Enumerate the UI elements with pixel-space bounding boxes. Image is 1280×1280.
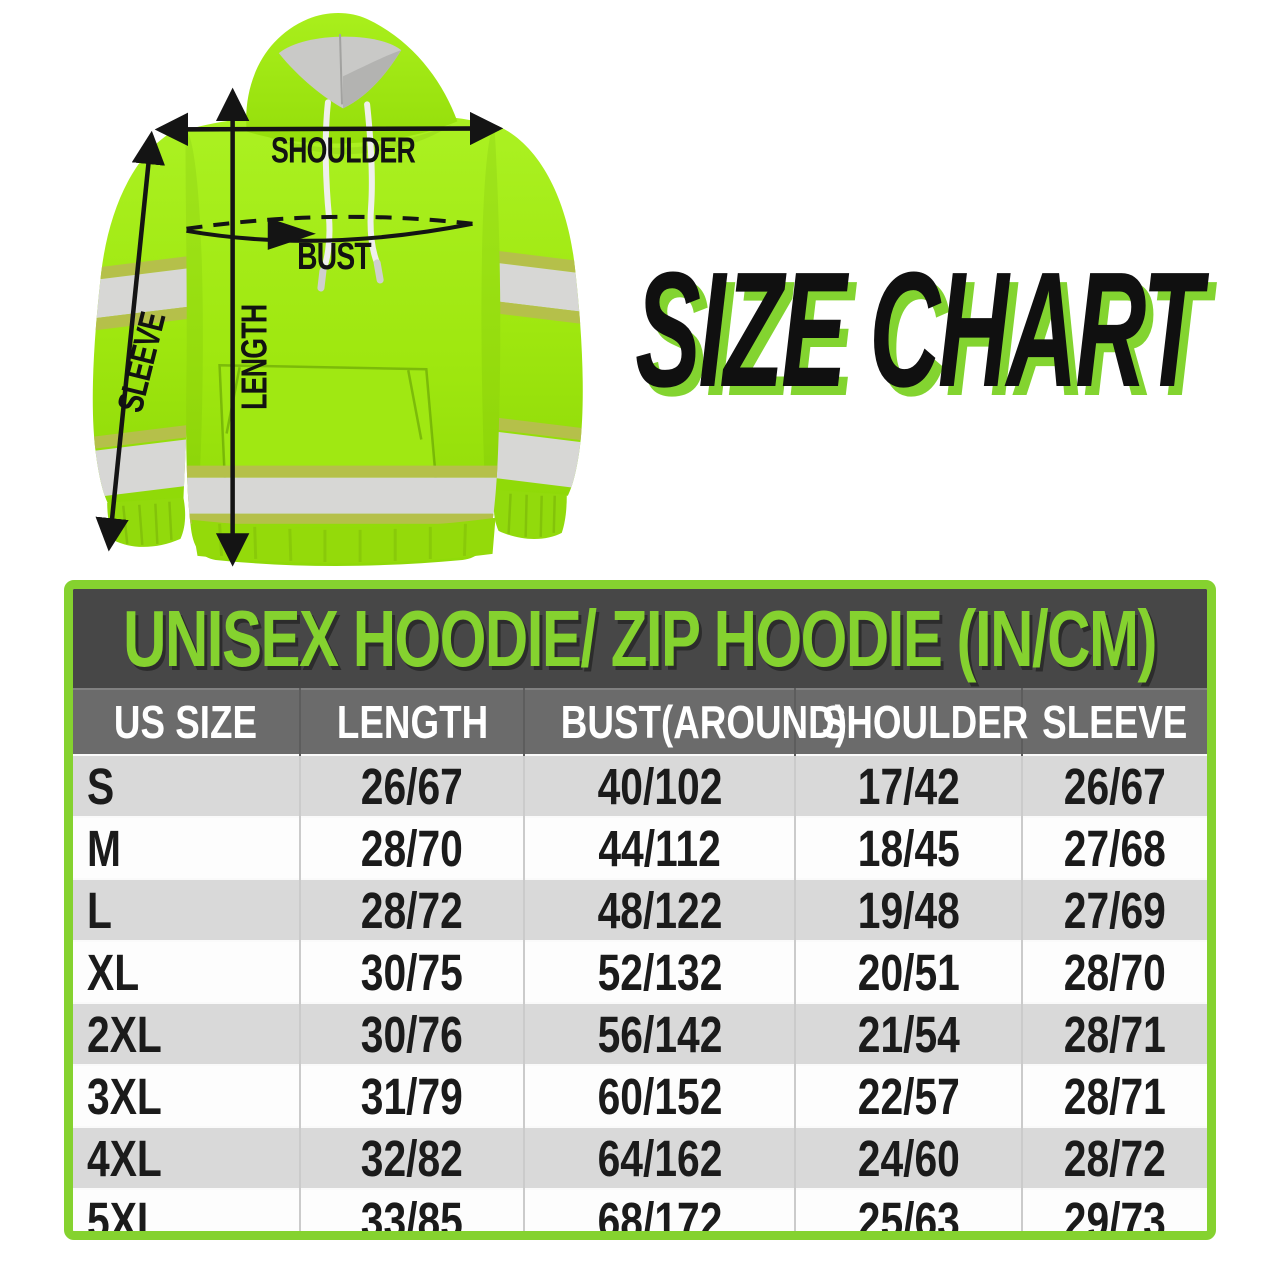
value-cell: 56/142 — [524, 1002, 797, 1065]
value-cell: 26/67 — [1022, 754, 1207, 817]
bust-arrowhead — [267, 217, 316, 250]
value-cell: 31/79 — [299, 1064, 526, 1127]
size-cell: M — [73, 816, 301, 879]
bust-label: BUST — [297, 236, 372, 278]
shoulder-arrow — [154, 111, 504, 147]
value-cell: 28/72 — [299, 878, 526, 941]
value-cell: 18/45 — [795, 816, 1024, 879]
value-cell: 28/70 — [299, 816, 526, 879]
value-cell: 28/71 — [1022, 1002, 1207, 1065]
right-cuff — [493, 489, 567, 540]
length-label: LENGTH — [234, 305, 275, 410]
value-cell: 33/85 — [299, 1188, 526, 1231]
table-row: 2XL 30/76 56/142 21/54 28/71 — [73, 1002, 1207, 1065]
value-cell: 24/60 — [795, 1126, 1024, 1189]
size-table-body: S 26/67 40/102 17/42 26/67 M 28/70 44/112 18/45 2… — [73, 754, 1207, 1231]
table-row: XL 30/75 52/132 20/51 28/70 — [73, 940, 1207, 1003]
table-title: UNISEX HOODIE/ ZIP HOODIE (IN/CM) — [123, 593, 1158, 683]
value-cell: 27/69 — [1022, 878, 1207, 941]
value-cell: 21/54 — [795, 1002, 1024, 1065]
value-cell: 40/102 — [524, 754, 797, 817]
value-cell: 48/122 — [524, 878, 797, 941]
table-row: L 28/72 48/122 19/48 27/69 — [73, 878, 1207, 941]
column-header: US SIZE — [73, 688, 301, 755]
column-header: LENGTH — [299, 688, 526, 755]
table-row: 3XL 31/79 60/152 22/57 28/71 — [73, 1064, 1207, 1127]
table-row: M 28/70 44/112 18/45 27/68 — [73, 816, 1207, 879]
torso — [185, 112, 501, 566]
sleeve-arrow — [95, 130, 166, 552]
value-cell: 19/48 — [795, 878, 1024, 941]
value-cell: 68/172 — [524, 1188, 797, 1231]
size-cell: 5XL — [73, 1188, 301, 1231]
table-header-row: US SIZE LENGTH BUST(AROUND) SHOULDER SLEEVE — [73, 688, 1207, 755]
size-cell: S — [73, 754, 301, 817]
column-header: BUST(AROUND) — [524, 688, 847, 755]
value-cell: 17/42 — [795, 754, 1024, 817]
value-cell: 64/162 — [524, 1126, 797, 1189]
table-row: 5XL 33/85 68/172 25/63 29/73 — [73, 1188, 1207, 1231]
size-cell: 4XL — [73, 1126, 301, 1189]
value-cell: 28/71 — [1022, 1064, 1207, 1127]
size-cell: XL — [73, 940, 301, 1003]
left-cuff — [107, 497, 186, 547]
value-cell: 28/72 — [1022, 1126, 1207, 1189]
page-title: SIZE CHART — [635, 238, 1203, 421]
table-title-bar: UNISEX HOODIE/ ZIP HOODIE (IN/CM) — [73, 589, 1207, 688]
hem-band — [191, 517, 496, 564]
value-cell: 27/68 — [1022, 816, 1207, 879]
hoodie-illustration: SHOULDER BUST LENGTH SLEEVE — [92, 13, 583, 567]
column-header: SHOULDER — [795, 688, 1029, 755]
value-cell: 25/63 — [795, 1188, 1024, 1231]
size-cell: 2XL — [73, 1002, 301, 1065]
bust-ellipse-solid — [186, 221, 473, 243]
value-cell: 30/75 — [299, 940, 526, 1003]
bust-ellipse-dashed — [186, 214, 473, 231]
value-cell: 26/67 — [299, 754, 526, 817]
table-row: S 26/67 40/102 17/42 26/67 — [73, 754, 1207, 817]
size-cell: 3XL — [73, 1064, 301, 1127]
size-table: US SIZE LENGTH BUST(AROUND) SHOULDER SLEEVE … — [73, 688, 1207, 1231]
value-cell: 29/73 — [1022, 1188, 1207, 1231]
value-cell: 22/57 — [795, 1064, 1024, 1127]
value-cell: 44/112 — [524, 816, 797, 879]
value-cell: 60/152 — [524, 1064, 797, 1127]
value-cell: 30/76 — [299, 1002, 526, 1065]
measurement-annotations — [95, 87, 504, 567]
hood-lining — [278, 34, 402, 109]
column-header: SLEEVE — [1022, 688, 1207, 755]
value-cell: 32/82 — [299, 1126, 526, 1189]
page-title-block: SIZE CHART — [636, 238, 1203, 421]
table-row: 4XL 32/82 64/162 24/60 28/72 — [73, 1126, 1207, 1189]
hoodie-measurement-diagram: SHOULDER BUST LENGTH SLEEVE — [78, 4, 602, 576]
shoulder-label: SHOULDER — [271, 130, 416, 171]
value-cell: 20/51 — [795, 940, 1024, 1003]
torso-reflective-stripe — [185, 465, 501, 524]
size-table-frame: UNISEX HOODIE/ ZIP HOODIE (IN/CM) US SIZ… — [64, 580, 1216, 1240]
size-cell: L — [73, 878, 301, 941]
value-cell: 28/70 — [1022, 940, 1207, 1003]
value-cell: 52/132 — [524, 940, 797, 1003]
